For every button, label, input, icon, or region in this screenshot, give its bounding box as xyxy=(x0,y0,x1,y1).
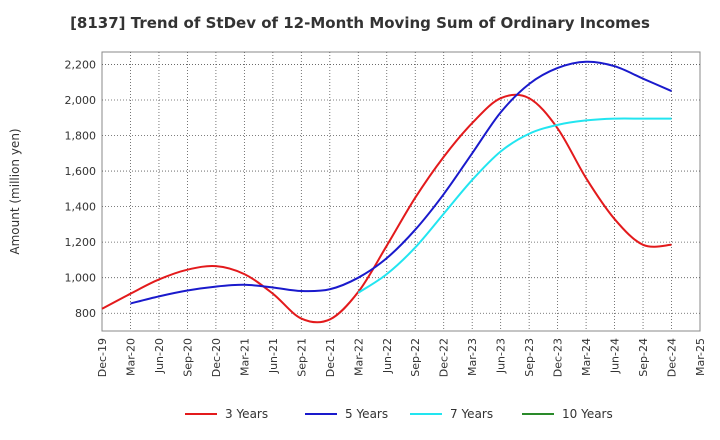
x-tick-label: Jun-24 xyxy=(609,338,622,374)
x-tick-label: Sep-20 xyxy=(181,338,194,377)
x-tick-label: Mar-22 xyxy=(352,338,365,376)
x-tick-label: Dec-24 xyxy=(666,338,679,377)
x-tick-label: Mar-24 xyxy=(580,338,593,376)
x-tick-label: Jun-23 xyxy=(495,338,508,374)
x-tick-label: Sep-24 xyxy=(637,338,650,377)
legend-label-10-years: 10 Years xyxy=(562,407,613,421)
y-tick-label: 800 xyxy=(75,307,96,320)
x-tick-label: Mar-25 xyxy=(694,338,707,376)
x-tick-label: Dec-21 xyxy=(324,338,337,377)
x-tick-label: Sep-22 xyxy=(409,338,422,377)
chart-title: [8137] Trend of StDev of 12-Month Moving… xyxy=(70,14,650,32)
series-line-5-years xyxy=(130,60,672,305)
legend-label-3-years: 3 Years xyxy=(225,407,268,421)
x-tick-label: Sep-23 xyxy=(523,338,536,377)
series-line-3-years xyxy=(101,93,672,324)
y-tick-label: 1,400 xyxy=(65,201,97,214)
x-tick-label: Dec-22 xyxy=(438,338,451,377)
y-tick-label: 1,600 xyxy=(65,165,97,178)
x-tick-label: Mar-20 xyxy=(124,338,137,376)
x-tick-label: Sep-21 xyxy=(295,338,308,377)
legend-label-5-years: 5 Years xyxy=(345,407,388,421)
x-tick-label: Jun-20 xyxy=(153,338,166,374)
y-tick-label: 2,000 xyxy=(65,94,97,107)
y-tick-label: 1,000 xyxy=(65,272,97,285)
x-tick-label: Jun-21 xyxy=(267,338,280,374)
x-tick-label: Dec-19 xyxy=(96,338,109,377)
y-tick-label: 1,200 xyxy=(65,236,97,249)
x-tick-label: Mar-23 xyxy=(466,338,479,376)
x-tick-label: Jun-22 xyxy=(381,338,394,374)
x-tick-label: Dec-20 xyxy=(210,338,223,377)
x-tick-label: Mar-21 xyxy=(238,338,251,376)
x-tick-label: Dec-23 xyxy=(552,338,565,377)
series-line-7-years xyxy=(357,117,672,294)
plot-area xyxy=(101,51,701,332)
y-axis-label: Amount (million yen) xyxy=(8,128,22,254)
y-tick-label: 2,200 xyxy=(65,58,97,71)
y-tick-label: 1,800 xyxy=(65,130,97,143)
legend-label-7-years: 7 Years xyxy=(450,407,493,421)
